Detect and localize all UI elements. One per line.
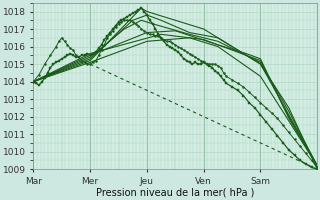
X-axis label: Pression niveau de la mer( hPa ): Pression niveau de la mer( hPa ) [96,187,254,197]
